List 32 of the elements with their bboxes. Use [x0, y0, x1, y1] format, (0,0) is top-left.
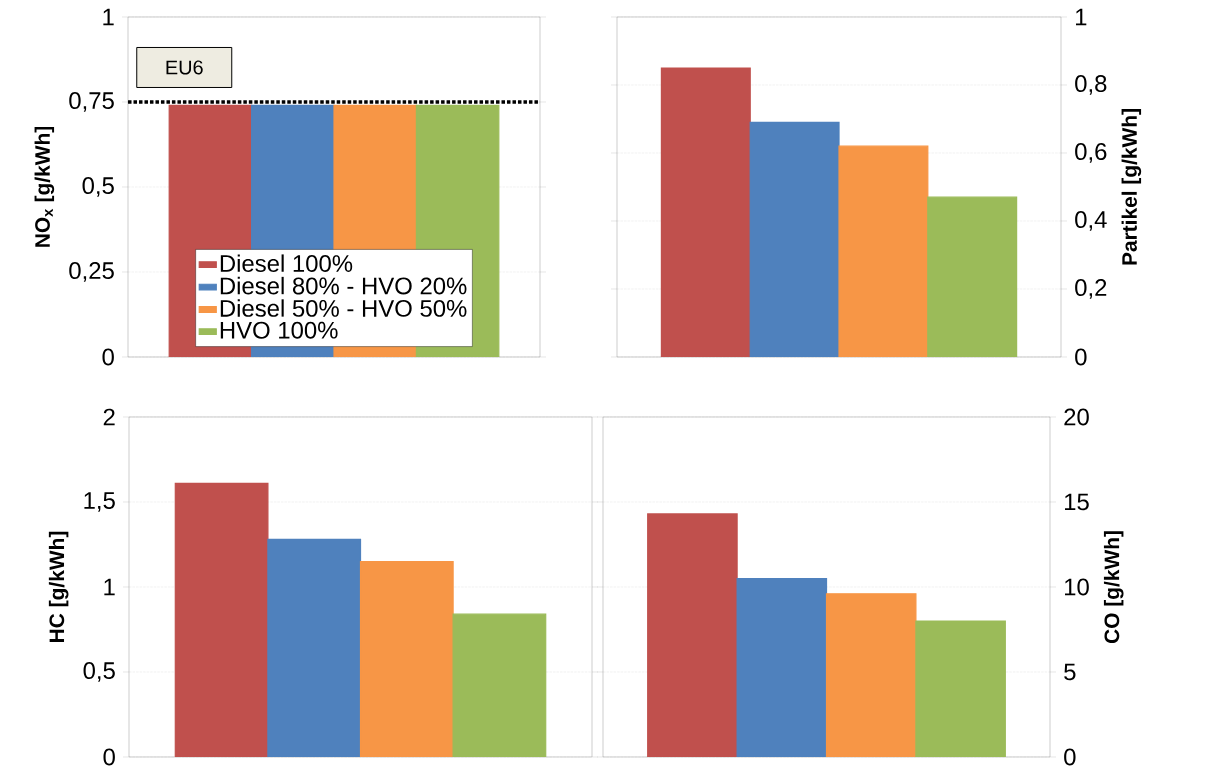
- y-tick-label: 0,75: [69, 91, 114, 112]
- y-axis-title: CO [g/kWh]: [1103, 531, 1124, 643]
- y-axis-title: NO$_{x}$ [g/kWh]: [34, 126, 55, 247]
- y-tick-label: 0: [103, 748, 115, 766]
- y-tick-label: 0,4: [1075, 210, 1107, 231]
- y-tick-label: 0: [102, 348, 114, 366]
- y-axis-title: Partikel [g/kWh]: [1121, 108, 1142, 265]
- y-tick-label: 5: [1064, 663, 1076, 681]
- y-tick-label: 0: [1064, 748, 1076, 766]
- y-tick-label: 2: [103, 408, 115, 426]
- y-tick-label: 1: [1076, 8, 1087, 25]
- y-tick-label: 0,2: [1075, 278, 1107, 299]
- y-tick-label: 1,5: [84, 492, 115, 512]
- legend-label: Diesel 100%: [220, 254, 353, 272]
- y-tick-label: 1: [103, 8, 114, 25]
- y-tick-label: 0,5: [82, 176, 114, 197]
- y-tick-label: 0,8: [1075, 74, 1107, 95]
- y-tick-label: 0,5: [83, 661, 115, 682]
- y-tick-label: 0,6: [1075, 142, 1107, 163]
- y-tick-label: 15: [1065, 493, 1089, 511]
- y-axis-title: HC [g/kWh]: [48, 531, 69, 642]
- y-tick-label: 0,25: [69, 261, 114, 282]
- legend-label: HVO 100%: [220, 321, 338, 339]
- bar: [647, 513, 738, 757]
- legend-label: Diesel 80% - HVO 20%: [220, 276, 467, 295]
- y-tick-label: 20: [1064, 408, 1089, 426]
- legend-label: Diesel 50% - HVO 50%: [220, 299, 467, 317]
- y-tick-label: 0: [1075, 348, 1087, 366]
- y-tick-label: 1: [104, 578, 115, 596]
- y-tick-label: 10: [1065, 578, 1089, 596]
- ref-line-label: EU6: [166, 60, 203, 75]
- bar: [915, 620, 1006, 757]
